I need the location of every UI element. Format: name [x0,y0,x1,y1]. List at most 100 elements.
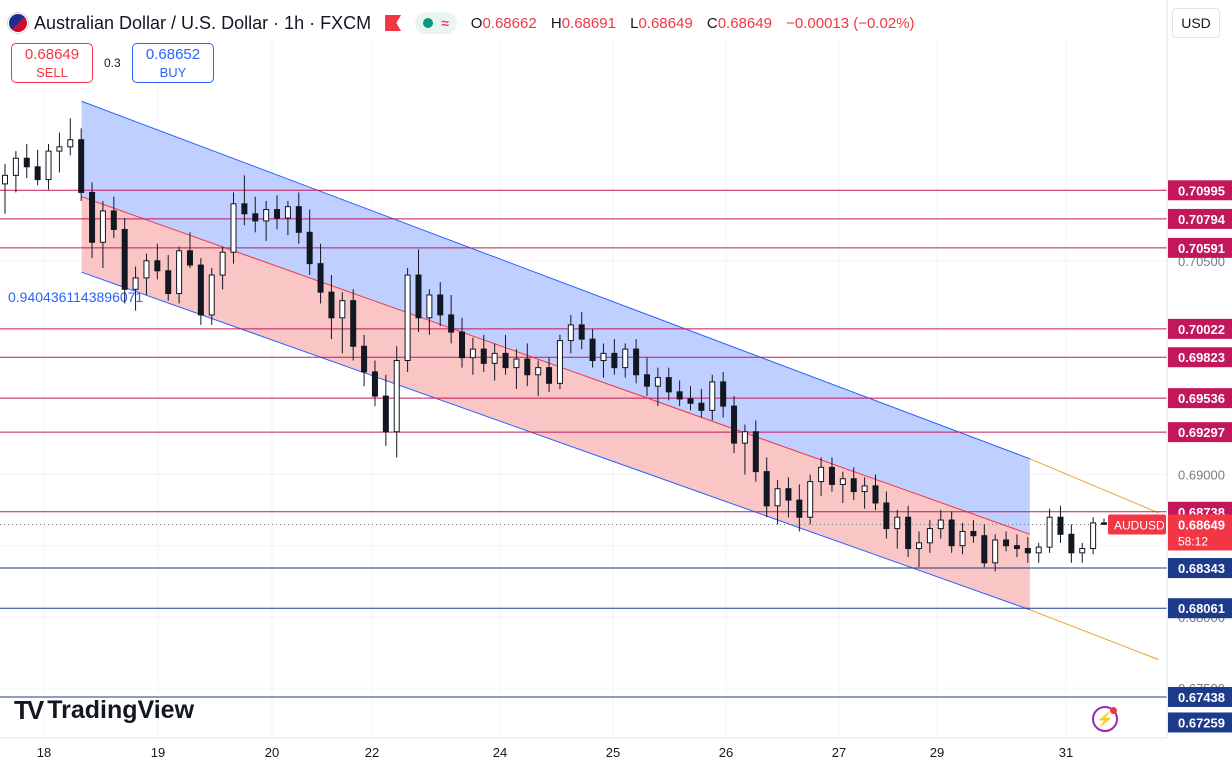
logo-mark-icon: TV [14,695,44,725]
candle-body [556,340,563,384]
candle [328,275,335,340]
level-price-text: 0.69536 [1178,391,1225,406]
level-price-badge [1168,208,1232,229]
buy-button[interactable]: 0.68652 BUY [132,43,214,83]
candle-body [698,402,705,411]
currency-selector[interactable]: USD [1172,8,1220,38]
regression-channel[interactable]: 0.9404361143896071 [8,100,1159,661]
channel-projection-lower [1029,609,1159,661]
candle [828,457,835,492]
candle-body [741,431,748,444]
candle [361,334,368,387]
candle [89,182,96,258]
low-value: 0.68649 [638,14,693,32]
candle-body [687,398,694,404]
candle-body [382,395,389,433]
candle [241,175,248,226]
candle-body [89,191,96,243]
candle-body [948,519,955,547]
candle-body [752,431,759,473]
candle [56,132,63,173]
candle-body [861,485,868,493]
candle [839,471,846,503]
candle-body [219,251,226,276]
close-value: 0.68649 [717,14,772,32]
candle [513,349,520,389]
candle-body [469,348,476,359]
candle-body [600,352,607,362]
candle [502,334,509,375]
candle [556,334,563,389]
candle-body [622,348,629,369]
spread-value: 0.3 [104,56,121,70]
level-price-badge [1168,237,1232,258]
candle-body [774,488,781,507]
candle-body [263,209,270,222]
channel-coefficient-label: 0.9404361143896071 [8,289,143,305]
candle [850,467,857,501]
price-tick-label: 0.69000 [1178,467,1225,482]
flag-marker-icon[interactable] [385,15,402,31]
candle [252,196,259,233]
current-price-text: 0.68649 [1178,517,1225,532]
candle-body [676,391,683,400]
candle-body [459,331,466,359]
candle-body [1035,546,1042,554]
level-price-text: 0.69297 [1178,425,1225,440]
candle [622,343,629,378]
candle-body [731,405,738,444]
candle-body [894,516,901,530]
candle [317,243,324,304]
candle-body [230,203,237,253]
candle [1035,542,1042,563]
candle-body [208,274,215,316]
current-price-badge [1168,514,1232,551]
candle-body [110,210,117,230]
candle-body [1090,522,1097,550]
indicator-toggle[interactable]: ≈ [415,12,457,34]
candle [99,200,106,268]
partial-price-label: 0.67259 [1178,715,1225,730]
sell-button[interactable]: 0.68649 SELL [11,43,93,83]
candle [1101,518,1107,525]
level-price-badge [1168,347,1232,368]
candle-body [970,530,977,537]
time-tick-label: 29 [930,745,944,760]
candle-body [709,381,716,411]
time-tick-label: 31 [1059,745,1073,760]
candle-body [393,360,400,433]
candle [654,367,661,407]
candle-body [448,314,455,333]
candle-body [981,535,988,564]
candle [1024,537,1031,563]
candle-body [45,150,52,181]
candle [774,480,781,525]
level-price-text: 0.68061 [1178,601,1225,616]
candle-body [546,367,553,384]
candle-body [1068,533,1075,554]
candle-body [12,157,19,176]
sell-label: SELL [36,65,68,80]
candle [1013,534,1020,558]
candle-body [633,348,640,376]
candle-body [437,294,444,316]
candle [45,143,52,190]
currency-flag-icon [8,13,28,33]
symbol-title[interactable]: Australian Dollar / U.S. Dollar · 1h · F… [34,12,372,33]
candle-body [654,377,661,387]
lightning-icon[interactable]: ⚡ [1092,706,1118,732]
candle [981,524,988,568]
candle-body [611,352,618,369]
candle [404,267,411,372]
candle-body [578,324,585,340]
candle-body [785,488,792,501]
candle-body [589,338,596,362]
candle-body [186,250,193,266]
candle-body [176,250,183,295]
level-price-text: 0.69823 [1178,350,1225,365]
candle [1046,508,1053,553]
candle [350,289,357,361]
candle-body [426,294,433,319]
candle [1079,542,1086,563]
